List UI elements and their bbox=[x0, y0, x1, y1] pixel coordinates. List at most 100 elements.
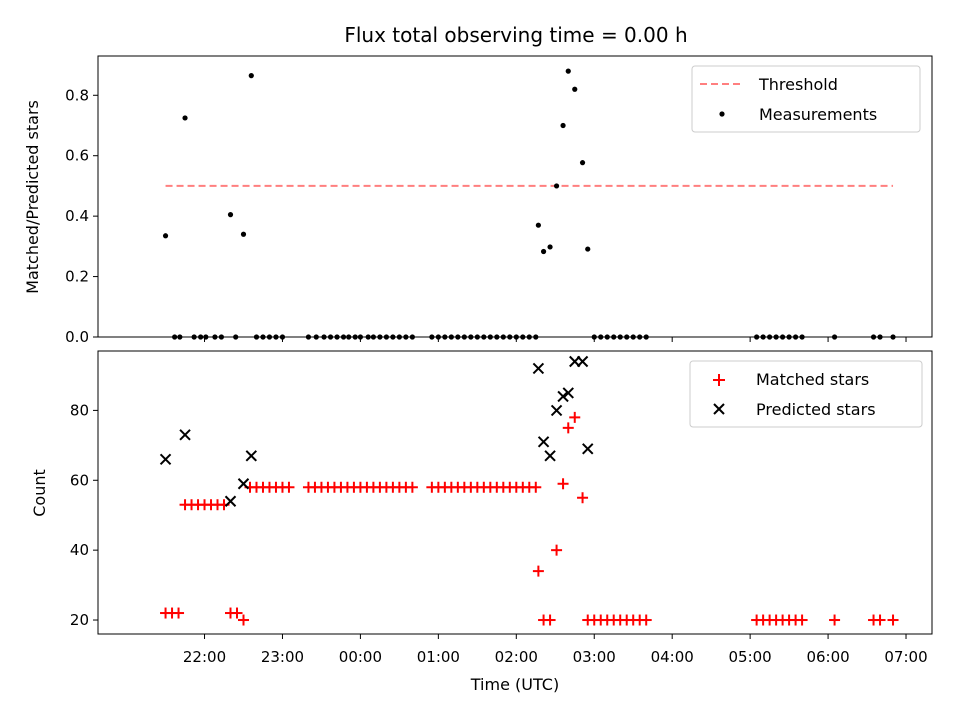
predicted-star-stroke bbox=[557, 390, 569, 403]
measurement-point bbox=[547, 244, 553, 250]
predicted-star-point bbox=[245, 450, 257, 462]
bottom-y-tick-label: 40 bbox=[70, 541, 89, 559]
matched-star-point bbox=[829, 614, 841, 626]
x-tick-label: 03:00 bbox=[573, 648, 616, 666]
top-y-axis-label: Matched/Predicted stars bbox=[23, 100, 42, 294]
measurement-point bbox=[585, 246, 591, 252]
measurement-point bbox=[540, 248, 547, 255]
predicted-star-point bbox=[562, 387, 574, 399]
matched-star-point bbox=[544, 614, 556, 626]
predicted-star-stroke bbox=[537, 436, 550, 448]
predicted-star-point bbox=[576, 355, 589, 368]
predicted-star-stroke bbox=[532, 362, 545, 375]
bottom-plot-frame bbox=[97, 350, 933, 635]
x-tick-label: 06:00 bbox=[806, 648, 849, 666]
matched-star-point bbox=[551, 544, 563, 556]
bottom-legend: Matched stars Predicted stars bbox=[689, 360, 923, 428]
predicted-star-stroke bbox=[562, 387, 574, 399]
measurement-point bbox=[553, 183, 560, 189]
predicted-star-stroke bbox=[582, 443, 594, 455]
matched-star-point bbox=[887, 614, 899, 626]
top-legend-box bbox=[691, 65, 921, 133]
x-tick-label: 04:00 bbox=[651, 648, 694, 666]
predicted-star-stroke bbox=[237, 478, 250, 490]
chart-title: Flux total observing time = 0.00 h bbox=[344, 23, 687, 47]
matched-star-point bbox=[796, 614, 808, 626]
matched-star-point bbox=[577, 492, 589, 504]
bottom-y-tick-label: 60 bbox=[70, 471, 89, 489]
predicted-star-point bbox=[224, 495, 237, 507]
x-tick-label: 23:00 bbox=[261, 648, 304, 666]
bottom-panel: 20 40 60 80 22:00 23:00 00:00 01:00 02:00 03:00 0… bbox=[30, 350, 933, 694]
matched-star-point bbox=[532, 565, 544, 577]
matched-legend-label: Matched stars bbox=[756, 370, 869, 389]
x-axis-label: Time (UTC) bbox=[470, 675, 559, 694]
measurement-point bbox=[248, 73, 254, 79]
top-y-tick-label: 0.4 bbox=[65, 207, 89, 225]
measurement-point bbox=[227, 212, 234, 218]
measurement-point bbox=[560, 122, 566, 129]
predicted-legend-label: Predicted stars bbox=[756, 400, 876, 419]
predicted-legend-marker bbox=[713, 403, 725, 415]
measurement-point bbox=[579, 160, 586, 166]
matched-stars-points bbox=[160, 411, 899, 626]
predicted-stars-points bbox=[159, 355, 594, 507]
matched-legend-marker bbox=[713, 374, 725, 386]
predicted-star-point bbox=[544, 450, 556, 462]
matched-star-point bbox=[874, 614, 886, 626]
predicted-star-stroke bbox=[576, 355, 589, 368]
measurements-legend-marker bbox=[719, 111, 725, 117]
top-y-tick-label: 0.2 bbox=[65, 268, 89, 286]
predicted-star-stroke bbox=[179, 429, 191, 441]
predicted-star-point bbox=[237, 478, 250, 490]
bottom-y-tick-label: 20 bbox=[70, 611, 89, 629]
predicted-star-point bbox=[179, 429, 191, 441]
measurement-point bbox=[572, 86, 578, 92]
top-y-tick-label: 0.6 bbox=[65, 147, 89, 165]
x-tick-label: 00:00 bbox=[339, 648, 382, 666]
top-y-tick-label: 0.8 bbox=[65, 86, 89, 104]
predicted-star-point bbox=[537, 436, 550, 448]
x-tick-label: 05:00 bbox=[729, 648, 772, 666]
matched-star-point bbox=[283, 481, 295, 493]
top-legend: Threshold Measurements bbox=[691, 65, 921, 133]
matched-star-point bbox=[237, 614, 249, 626]
predicted-star-stroke bbox=[544, 450, 556, 462]
predicted-star-point bbox=[159, 453, 172, 466]
bottom-y-axis-label: Count bbox=[30, 469, 49, 517]
bottom-x-axis-ticks: 22:00 23:00 00:00 01:00 02:00 03:00 04:00 05:00… bbox=[183, 634, 928, 666]
top-plot-frame bbox=[97, 55, 933, 338]
matched-star-point bbox=[640, 614, 652, 626]
predicted-star-point bbox=[532, 362, 545, 375]
bottom-legend-box bbox=[689, 360, 923, 428]
matched-star-point bbox=[231, 607, 243, 619]
bottom-y-tick-label: 80 bbox=[70, 401, 89, 419]
threshold-legend-label: Threshold bbox=[758, 75, 838, 94]
matched-star-point bbox=[406, 481, 418, 493]
top-panel: 0.00.20.40.60.8 Matched/Predicted stars … bbox=[23, 55, 933, 346]
predicted-star-stroke bbox=[159, 453, 172, 466]
top-x-axis-ticks bbox=[204, 337, 907, 342]
predicted-star-stroke bbox=[550, 404, 563, 417]
predicted-star-stroke bbox=[245, 450, 257, 462]
measurements-legend-label: Measurements bbox=[759, 105, 877, 124]
measurement-point bbox=[240, 231, 247, 237]
x-tick-label: 07:00 bbox=[884, 648, 927, 666]
top-y-tick-label: 0.0 bbox=[65, 328, 89, 346]
matched-star-point bbox=[173, 607, 185, 619]
measurement-point bbox=[182, 115, 188, 121]
matched-star-point bbox=[562, 422, 574, 434]
measurement-point bbox=[565, 68, 571, 74]
predicted-star-stroke bbox=[224, 495, 237, 507]
matched-star-point bbox=[530, 481, 542, 493]
predicted-star-point bbox=[557, 390, 569, 403]
measurement-point bbox=[162, 233, 169, 239]
bottom-y-axis-ticks: 20 40 60 80 bbox=[70, 401, 98, 629]
predicted-star-point bbox=[582, 443, 594, 455]
top-y-axis-ticks: 0.0 0.2 0.4 0.6 0.8 bbox=[65, 86, 98, 346]
measurement-point bbox=[535, 222, 541, 228]
matched-star-point bbox=[557, 478, 569, 490]
x-tick-label: 22:00 bbox=[183, 648, 226, 666]
predicted-star-point bbox=[550, 404, 563, 417]
